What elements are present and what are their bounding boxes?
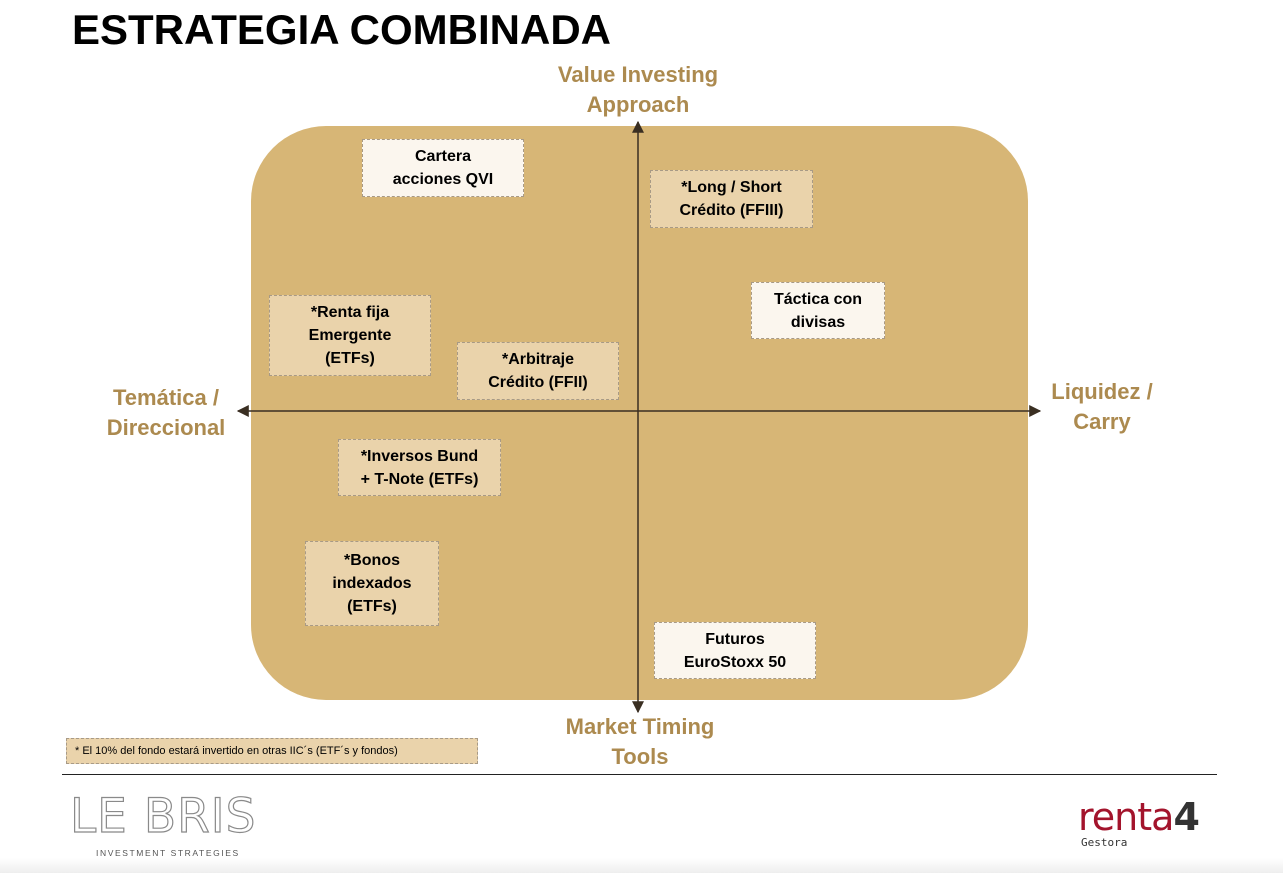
box-long-short-credito: *Long / Short Crédito (FFIII) xyxy=(650,170,813,228)
renta4-logo: renta4 Gestora xyxy=(1078,796,1218,856)
lebris-logo-name: LE BRIS xyxy=(69,788,257,844)
axis-label-left: Temática / Direccional xyxy=(106,385,226,440)
page-bottom-edge xyxy=(0,858,1283,873)
renta4-logo-name: renta xyxy=(1078,795,1174,839)
box-tactica-divisas: Táctica con divisas xyxy=(751,282,885,339)
box-arbitraje-credito: *Arbitraje Crédito (FFII) xyxy=(457,342,619,400)
axis-label-right: Liquidez / Carry xyxy=(1051,379,1153,434)
box-renta-fija-emergente: *Renta fija Emergente (ETFs) xyxy=(269,295,431,376)
page-title: ESTRATEGIA COMBINADA xyxy=(72,6,611,53)
lebris-logo: LE BRIS INVESTMENT STRATEGIES xyxy=(69,788,260,863)
renta4-logo-number: 4 xyxy=(1173,795,1199,839)
footnote: * El 10% del fondo estará invertido en o… xyxy=(66,738,478,764)
axis-label-top: Value Investing Approach xyxy=(557,62,719,117)
box-cartera-acciones-qvi: Cartera acciones QVI xyxy=(362,139,524,197)
footer-divider xyxy=(62,774,1217,775)
renta4-logo-tagline: Gestora xyxy=(1081,836,1128,849)
box-bonos-indexados: *Bonos indexados (ETFs) xyxy=(305,541,439,626)
lebris-logo-tagline: INVESTMENT STRATEGIES xyxy=(96,848,240,858)
axis-label-bottom: Market Timing Tools xyxy=(565,714,715,769)
box-inversos-bund: *Inversos Bund + T-Note (ETFs) xyxy=(338,439,501,496)
box-futuros-eurostoxx: Futuros EuroStoxx 50 xyxy=(654,622,816,679)
